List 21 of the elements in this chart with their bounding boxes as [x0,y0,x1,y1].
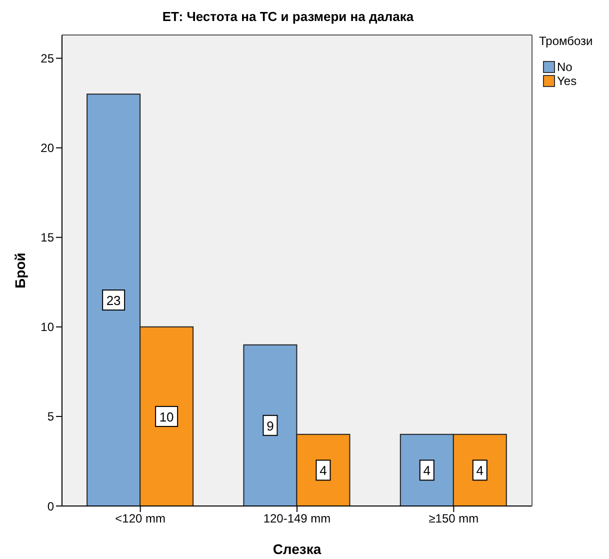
data-label: 4 [423,463,431,478]
data-label: 23 [106,293,121,308]
y-tick-label: 10 [40,320,54,334]
data-label: 4 [320,463,327,478]
y-axis-title: Брой [12,252,28,288]
y-tick-label: 15 [40,230,54,245]
chart-title: ЕТ: Честота на ТС и размери на далака [161,8,415,26]
y-tick-label: 0 [47,499,54,514]
y-tick-label: 25 [40,52,54,66]
y-tick-label: 20 [40,141,54,156]
x-tick-label: <120 mm [115,512,166,526]
data-label: 9 [266,418,274,434]
legend-label: Yes [556,74,578,88]
legend-label: No [556,60,574,74]
legend-title: Тромбози [539,34,594,48]
x-axis-title: Слезка [272,541,322,557]
y-tick-label: 5 [47,410,54,424]
x-tick-label: 120-149 mm [263,512,331,526]
data-label: 4 [476,463,484,478]
data-label: 10 [159,409,174,424]
x-tick-label: ≥150 mm [428,512,479,526]
